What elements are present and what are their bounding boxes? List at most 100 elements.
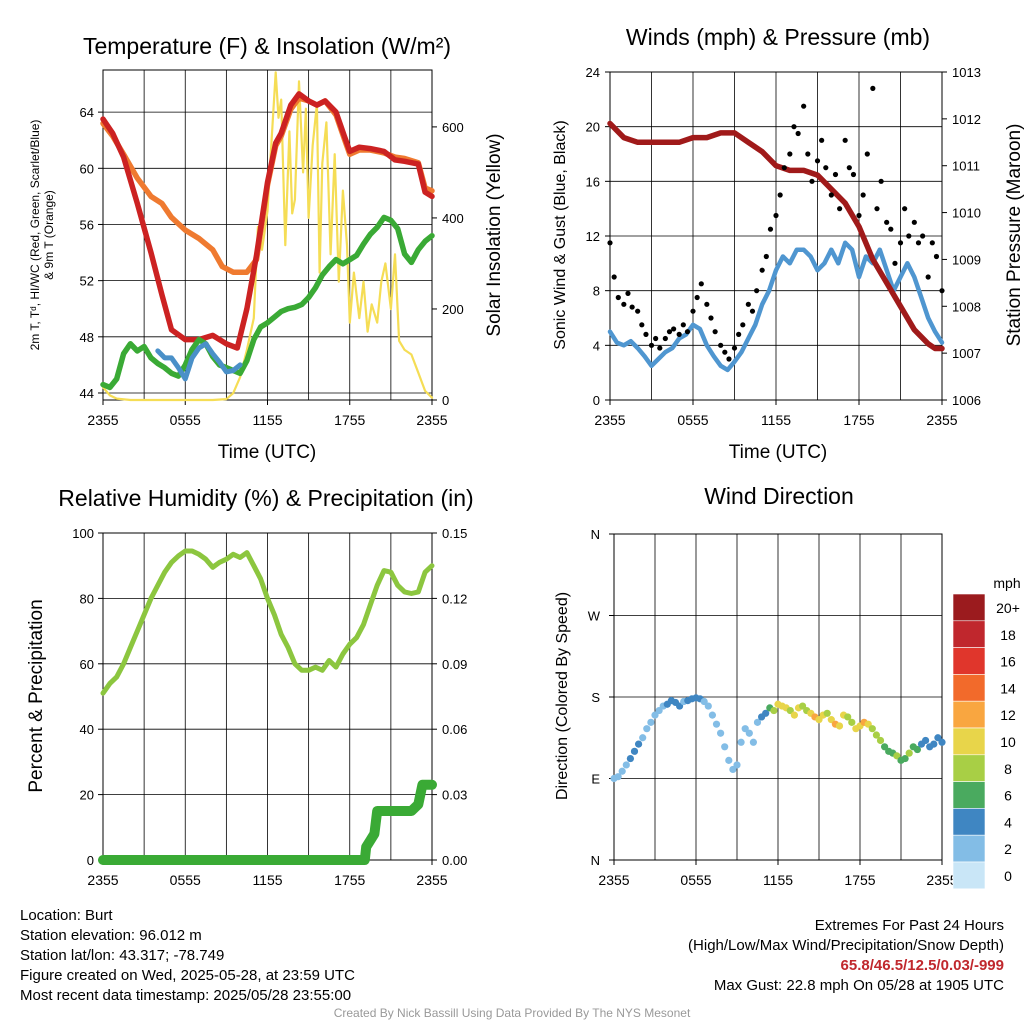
gust-point xyxy=(740,322,746,328)
gust-point xyxy=(828,192,834,198)
colorbar-swatch xyxy=(952,647,986,675)
temperature-plot-area: 44 48 52 56 60 64 0 200 400 600 2355 0555 1155 1755 23… xyxy=(80,69,464,428)
x-tick-label: 0555 xyxy=(170,412,201,428)
x-tick-label: 1155 xyxy=(252,872,282,888)
station-latlon: Station lat/lon: 43.317; -78.749 xyxy=(20,947,225,964)
gust-point xyxy=(864,151,870,157)
gust-point xyxy=(860,192,866,198)
direction-point xyxy=(938,738,946,746)
gust-point xyxy=(767,226,774,232)
gust-point xyxy=(629,304,635,310)
gust-point xyxy=(704,301,710,307)
y2-tick-label: 1009 xyxy=(952,252,981,267)
y-tick-label: 56 xyxy=(80,217,94,232)
y2-tick-label: 0.09 xyxy=(442,657,467,672)
gust-point xyxy=(939,288,945,294)
colorbar-swatch xyxy=(952,808,986,836)
x-tick-label: 2355 xyxy=(416,872,447,888)
gust-point xyxy=(671,326,677,332)
direction-point xyxy=(823,709,831,717)
gust-point xyxy=(809,178,815,184)
gust-point xyxy=(787,151,793,157)
gust-point xyxy=(666,329,673,335)
y2-tick-label: 1010 xyxy=(952,206,981,221)
y2-tick-label: 1006 xyxy=(952,393,981,408)
y2-tick-label: 0.00 xyxy=(442,853,467,868)
x-tick-label: 2355 xyxy=(87,872,118,888)
y2-tick-label: 200 xyxy=(442,302,464,317)
gust-point xyxy=(749,308,756,314)
colorbar-label: 6 xyxy=(1004,788,1012,804)
colorbar-label: 14 xyxy=(1000,680,1016,696)
y-tick-label: 60 xyxy=(80,161,94,176)
gust-point xyxy=(795,130,801,137)
y-tick-label: 12 xyxy=(586,229,600,244)
gust-point xyxy=(653,335,659,342)
temperature-panel: Temperature (F) & Insolation (W/m²) 44 48… xyxy=(28,33,505,463)
y2-tick-label: 1007 xyxy=(952,346,981,361)
gust-point xyxy=(791,124,797,130)
gust-point xyxy=(690,308,696,314)
y-tick-label: 20 xyxy=(80,788,94,803)
gust-point xyxy=(837,206,843,212)
y-tick-label: 80 xyxy=(80,591,94,606)
direction-point xyxy=(622,761,630,769)
y-tick-label: 40 xyxy=(80,722,94,737)
gust-point xyxy=(888,226,894,232)
x-tick-label: 2355 xyxy=(598,872,629,888)
colorbar-label: 2 xyxy=(1004,841,1012,857)
y-tick-label: E xyxy=(591,772,600,787)
gust-point xyxy=(920,233,926,239)
gust-point xyxy=(643,331,649,337)
humidity-plot-area: 0 20 40 60 80 100 0.00 0.03 0.06 0.09 0.12 0.15 2355… xyxy=(72,526,467,888)
gust-point xyxy=(819,137,825,143)
dewpoint_green-series-line xyxy=(100,214,435,391)
gust-point xyxy=(850,171,857,178)
direction-point xyxy=(745,729,753,737)
gust-point xyxy=(884,219,890,225)
colorbar-swatch xyxy=(952,754,986,782)
direction-point xyxy=(626,754,635,763)
x-tick-label: 2355 xyxy=(926,872,957,888)
colorbar-label: 20+ xyxy=(996,600,1020,616)
gust-point xyxy=(878,178,884,184)
gust-point xyxy=(759,267,765,273)
x-tick-label: 0555 xyxy=(680,872,711,888)
gust-point xyxy=(856,212,862,219)
gust-point xyxy=(754,288,760,294)
wind-direction-panel: Wind Direction N E S W N 2355 0555 1155 1755 2355… xyxy=(554,483,1021,890)
gust-point xyxy=(777,192,783,198)
y-tick-label: N xyxy=(591,853,600,868)
gust-point xyxy=(874,206,880,212)
direction-point xyxy=(848,718,856,726)
x-tick-label: 2355 xyxy=(926,412,957,428)
colorbar-label: 4 xyxy=(1004,814,1012,830)
colorbar-label: 10 xyxy=(1000,734,1016,750)
gust-point xyxy=(805,151,811,157)
gust-point xyxy=(814,158,821,164)
direction-point xyxy=(717,729,725,737)
y2-tick-label: 0.12 xyxy=(442,591,467,606)
direction-point xyxy=(733,761,741,769)
gust-point xyxy=(680,322,686,328)
sonic-wind-line xyxy=(607,240,945,373)
x-tick-label: 1755 xyxy=(844,872,875,888)
winds-plot-area: 0 4 8 12 16 20 24 1006 1007 1008 1009 1010 1011 1012 1… xyxy=(586,65,981,428)
gust-point xyxy=(870,85,876,91)
wind-xlabel: Time (UTC) xyxy=(729,442,828,463)
direction-point xyxy=(712,720,721,728)
colorbar-label: 0 xyxy=(1004,868,1012,884)
credit-line: Created By Nick Bassill Using Data Provi… xyxy=(333,1006,691,1020)
gust-point xyxy=(615,294,621,301)
extremes-subtitle: (High/Low/Max Wind/Precipitation/Snow De… xyxy=(688,937,1004,954)
humidity-ylabel: Percent & Precipitation xyxy=(26,599,47,792)
y2-tick-label: 1012 xyxy=(952,112,981,127)
y2-tick-label: 0.03 xyxy=(442,788,467,803)
gust-point xyxy=(718,342,724,348)
x-tick-label: 1155 xyxy=(763,872,793,888)
gust-point xyxy=(929,240,935,246)
temperature-ylabel-line2: & 9m T (Orange) xyxy=(42,190,56,280)
direction-point xyxy=(876,736,885,745)
direction-point xyxy=(835,722,844,730)
insolation-ylabel: Solar Insolation (Yellow) xyxy=(484,133,505,336)
